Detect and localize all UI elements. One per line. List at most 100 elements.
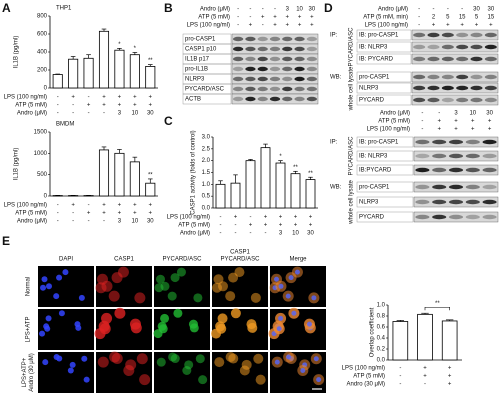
blot-band <box>245 36 256 42</box>
condition-value: + <box>133 203 137 209</box>
band-label-box <box>356 82 412 94</box>
condition-value: - <box>220 231 222 237</box>
blot-band <box>282 36 293 42</box>
condition-value: 10 <box>296 7 303 13</box>
blot-band <box>415 199 430 205</box>
band-label-box <box>356 164 414 176</box>
condition-value: + <box>71 203 75 209</box>
nucleus <box>39 330 46 337</box>
blot-band <box>484 32 497 38</box>
condition-value: + <box>102 203 106 209</box>
image-column-label: PYCARD/ASC <box>162 257 202 263</box>
blot-strip <box>411 53 499 65</box>
condition-value: 15 <box>459 15 466 21</box>
condition-label: Andro (30 μM) <box>347 382 385 388</box>
bar <box>114 49 125 89</box>
nucleus <box>69 361 76 368</box>
condition-value: + <box>309 223 313 229</box>
y-tick-label: 3.0 <box>202 135 211 141</box>
condition-value: 30 <box>487 7 494 13</box>
condition-value: - <box>220 215 222 221</box>
blot-band <box>269 36 281 42</box>
bar <box>230 182 241 209</box>
overlay-signal <box>230 308 241 319</box>
condition-value: + <box>149 203 153 209</box>
condition-value: - <box>72 111 74 117</box>
blot-band <box>415 214 430 220</box>
condition-label: Andro (μM) <box>180 231 210 237</box>
blot-band <box>269 86 281 92</box>
bar <box>68 58 79 89</box>
blot-target: PYCARD/ASC <box>349 136 355 176</box>
blot-band <box>257 56 268 62</box>
band-label: PYCARD <box>359 215 385 221</box>
condition-value: + <box>488 127 492 133</box>
band-label: ACTB <box>185 97 201 103</box>
condition-value: - <box>250 231 252 237</box>
blot-band <box>470 85 483 91</box>
condition-value: + <box>133 95 137 101</box>
pycard-signal <box>176 267 186 277</box>
y-axis-label: IL1B (pg/ml) <box>14 148 20 181</box>
condition-value: 3 <box>118 111 122 117</box>
nucleus <box>67 367 74 374</box>
blot-strip <box>411 41 499 53</box>
blot-band <box>448 184 464 190</box>
blot-band <box>456 56 469 62</box>
condition-value: - <box>424 382 426 388</box>
blot-band <box>257 66 268 72</box>
band-label: IL1B p17 <box>185 57 210 63</box>
blot-band <box>415 184 430 190</box>
blot-band <box>432 199 447 205</box>
condition-value: + <box>475 23 479 29</box>
condition-value: 30 <box>473 7 480 13</box>
blot-band <box>484 97 497 103</box>
blot-target: whole cell lysate <box>349 66 355 111</box>
significance-bracket <box>424 306 450 311</box>
condition-value: + <box>310 23 314 29</box>
band-label: PYCARD <box>359 98 385 104</box>
overlay-signal <box>228 272 239 283</box>
condition-value: - <box>237 7 239 13</box>
y-tick-label: 1000 <box>34 151 48 157</box>
panel-letter: A <box>2 1 11 15</box>
blot-band <box>413 44 426 50</box>
condition-label: LPS (100 ng/ml) <box>342 366 385 372</box>
condition-value: + <box>87 211 91 217</box>
blot-band <box>306 36 318 42</box>
condition-value: 30 <box>307 231 314 237</box>
blot-band <box>427 85 440 91</box>
condition-value: - <box>249 7 251 13</box>
condition-value: + <box>102 103 106 109</box>
condition-value: 10 <box>132 111 139 117</box>
condition-value: + <box>133 103 137 109</box>
merge-nucleus <box>274 359 280 365</box>
condition-value: + <box>264 215 268 221</box>
blot-band <box>294 56 305 62</box>
y-tick-label: 0 <box>44 194 48 200</box>
condition-label: ATP (5 mM) <box>378 119 410 125</box>
panel-letter: E <box>2 234 10 248</box>
condition-value: - <box>88 203 90 209</box>
blot-band <box>413 32 426 38</box>
condition-value: - <box>418 15 420 21</box>
blot-band <box>232 46 244 52</box>
condition-label: LPS (100 ng/ml) <box>167 215 210 221</box>
blot-band <box>448 199 464 205</box>
condition-value: - <box>57 111 59 117</box>
blot-band <box>232 76 244 82</box>
overlay-signal <box>239 365 250 376</box>
image-column-label: CASP1 <box>230 250 250 256</box>
panel-letter: B <box>164 1 173 15</box>
casp1-signal <box>114 307 126 319</box>
blot-band <box>441 85 454 91</box>
condition-label: Andro (μM) <box>378 7 408 13</box>
blot-band <box>245 96 256 102</box>
blot-band <box>269 96 281 102</box>
condition-value: - <box>399 374 401 380</box>
condition-value: 3 <box>118 219 122 225</box>
condition-value: + <box>298 15 302 21</box>
y-tick-label: 0.2 <box>377 347 386 353</box>
condition-value: + <box>488 119 492 125</box>
